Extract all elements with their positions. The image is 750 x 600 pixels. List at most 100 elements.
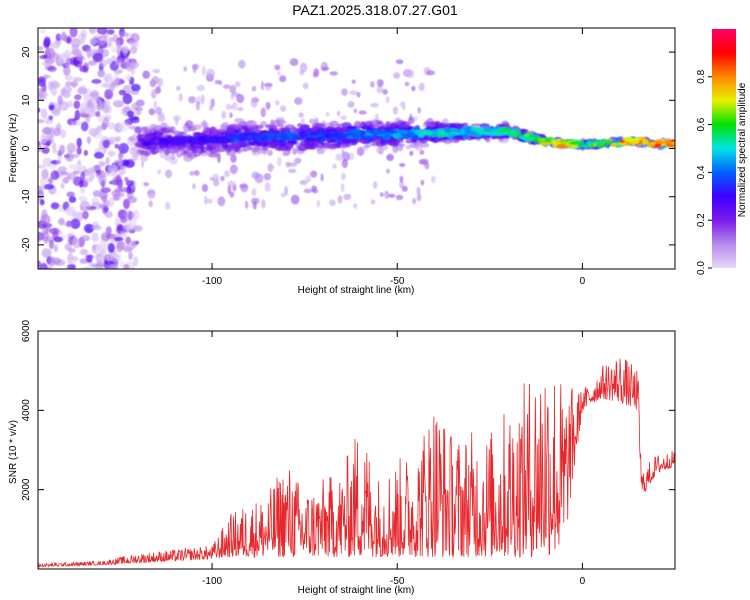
snr-x-tick-label: -50 <box>390 576 405 587</box>
noise-blob <box>98 101 104 111</box>
noise-blob <box>98 161 106 167</box>
ridge-blob <box>176 152 183 158</box>
noise-blob <box>325 112 330 117</box>
noise-blob <box>57 95 63 105</box>
ridge-core-blob <box>261 134 270 141</box>
noise-blob <box>39 199 45 206</box>
noise-blob <box>289 58 299 66</box>
ridge-blob <box>329 128 338 133</box>
noise-blob <box>214 80 222 85</box>
ridge-core-blob <box>169 140 177 145</box>
noise-blob <box>124 244 135 251</box>
ridge-core-blob <box>349 129 361 134</box>
noise-blob <box>70 37 82 48</box>
noise-blob <box>72 237 80 249</box>
noise-blob <box>119 187 129 193</box>
noise-blob <box>332 163 337 169</box>
ridge-core-blob <box>321 132 332 136</box>
noise-blob <box>343 193 352 201</box>
noise-blob <box>125 236 132 245</box>
noise-blob <box>115 174 122 186</box>
noise-blob <box>67 263 76 269</box>
noise-blob <box>89 37 97 45</box>
noise-blob <box>165 169 173 178</box>
noise-blob <box>102 117 110 128</box>
noise-blob <box>65 56 71 68</box>
snr-x-tick-label: -100 <box>202 576 222 587</box>
ridge-blob <box>359 139 365 144</box>
noise-blob <box>122 93 133 105</box>
noise-blob <box>51 142 57 152</box>
ridge-blob <box>354 120 362 127</box>
noise-blob <box>252 200 257 210</box>
noise-blob <box>264 82 273 88</box>
noise-blob <box>379 192 384 197</box>
ridge-core-blob <box>384 133 391 138</box>
noise-blob <box>234 81 241 88</box>
noise-blob <box>370 199 376 205</box>
noise-blob <box>142 70 151 79</box>
spectrogram-y-tick-label: 20 <box>21 46 32 58</box>
noise-blob <box>102 139 111 149</box>
noise-blob <box>59 144 65 155</box>
noise-blob <box>341 172 346 181</box>
noise-blob <box>146 190 155 195</box>
noise-blob <box>68 196 77 203</box>
ridge-blob <box>252 147 257 154</box>
ridge-core-blob <box>279 135 291 141</box>
noise-blob <box>386 168 390 174</box>
ridge-blob <box>377 125 385 130</box>
noise-blob <box>72 77 83 82</box>
noise-blob <box>192 63 197 74</box>
noise-blob <box>123 263 130 269</box>
noise-blob <box>183 66 187 72</box>
noise-blob <box>118 89 126 96</box>
noise-blob <box>48 115 53 121</box>
spectrogram-x-tick-label: -50 <box>390 276 405 287</box>
noise-blob <box>108 136 119 143</box>
noise-blob <box>51 108 61 117</box>
ridge-core-blob <box>594 139 606 144</box>
noise-blob <box>395 194 404 201</box>
noise-blob <box>63 65 71 76</box>
noise-blob <box>260 81 265 91</box>
noise-blob <box>277 70 281 76</box>
snr-y-tick-label: 4000 <box>21 399 32 422</box>
figure-title: PAZ1.2025.318.07.27.G01 <box>292 2 458 18</box>
ridge-core-blob <box>528 133 535 138</box>
ridge-core-blob <box>237 133 244 137</box>
ridge-core-blob <box>388 129 398 135</box>
ridge-core-blob <box>537 138 546 142</box>
noise-blob <box>370 103 379 108</box>
noise-blob <box>57 166 67 173</box>
ridge-blob <box>192 131 202 137</box>
noise-blob <box>399 162 406 168</box>
noise-blob <box>176 85 181 91</box>
ridge-blob <box>297 143 308 152</box>
noise-blob <box>349 90 358 96</box>
noise-blob <box>141 160 144 168</box>
ridge-core-blob <box>369 130 375 134</box>
ridge-core-blob <box>642 139 650 145</box>
noise-blob <box>72 210 77 220</box>
ridge-blob <box>198 144 206 151</box>
noise-blob <box>104 72 113 84</box>
noise-blob <box>100 232 111 242</box>
noise-blob <box>130 83 141 92</box>
snr-y-ticks: 2000 4000 6000 <box>21 319 675 501</box>
noise-blob <box>41 248 52 258</box>
noise-blob <box>164 153 171 161</box>
noise-blob <box>426 70 436 76</box>
colorbar: 0.0 0.2 0.4 0.6 0.8 Normalized spectral ampl… <box>696 29 748 275</box>
noise-blob <box>64 75 73 81</box>
noise-blob <box>134 107 143 112</box>
noise-blob <box>99 204 104 209</box>
noise-blob <box>81 266 92 269</box>
noise-blob <box>430 175 436 184</box>
ridge-core-blob <box>625 136 634 142</box>
noise-blob <box>387 193 396 198</box>
noise-blob <box>356 91 361 98</box>
noise-blob <box>155 86 161 94</box>
colorbar-gradient <box>712 29 736 268</box>
colorbar-label: Normalized spectral amplitude <box>737 82 748 217</box>
